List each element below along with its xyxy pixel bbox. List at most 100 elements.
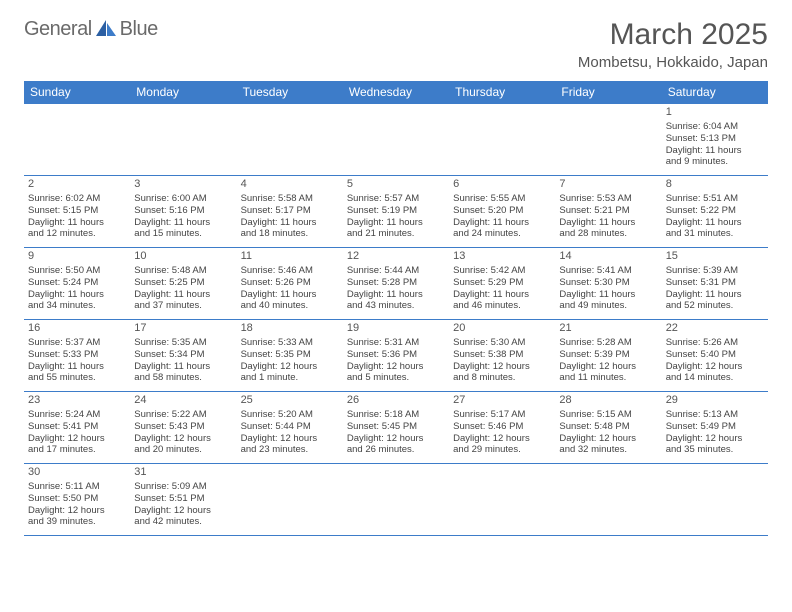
day-number: 8 [666,178,764,192]
sunset-line: Sunset: 5:31 PM [666,277,764,289]
day-cell: 21Sunrise: 5:28 AMSunset: 5:39 PMDayligh… [555,320,661,392]
sunrise-line: Sunrise: 6:04 AM [666,121,764,133]
sunrise-line: Sunrise: 5:46 AM [241,265,339,277]
daylight-line-2: and 35 minutes. [666,444,764,456]
sunrise-line: Sunrise: 5:31 AM [347,337,445,349]
calendar-table: SundayMondayTuesdayWednesdayThursdayFrid… [24,81,768,536]
calendar-body: 1Sunrise: 6:04 AMSunset: 5:13 PMDaylight… [24,104,768,536]
day-number: 1 [666,106,764,120]
day-cell: 22Sunrise: 5:26 AMSunset: 5:40 PMDayligh… [662,320,768,392]
sunrise-line: Sunrise: 5:51 AM [666,193,764,205]
daylight-line-2: and 40 minutes. [241,300,339,312]
day-cell: 29Sunrise: 5:13 AMSunset: 5:49 PMDayligh… [662,392,768,464]
daylight-line-2: and 20 minutes. [134,444,232,456]
sunset-line: Sunset: 5:39 PM [559,349,657,361]
day-number: 9 [28,250,126,264]
sunset-line: Sunset: 5:34 PM [134,349,232,361]
daylight-line-1: Daylight: 12 hours [453,433,551,445]
daylight-line-2: and 1 minute. [241,372,339,384]
day-number: 24 [134,394,232,408]
daylight-line-2: and 49 minutes. [559,300,657,312]
daylight-line-1: Daylight: 11 hours [28,361,126,373]
day-cell: 13Sunrise: 5:42 AMSunset: 5:29 PMDayligh… [449,248,555,320]
daylight-line-1: Daylight: 11 hours [453,289,551,301]
empty-cell [130,104,236,176]
day-number: 28 [559,394,657,408]
daylight-line-1: Daylight: 11 hours [453,217,551,229]
sunrise-line: Sunrise: 5:41 AM [559,265,657,277]
page-header: General Blue March 2025 Mombetsu, Hokkai… [24,18,768,71]
daylight-line-1: Daylight: 11 hours [559,217,657,229]
day-number: 22 [666,322,764,336]
empty-cell [343,464,449,536]
sunrise-line: Sunrise: 5:58 AM [241,193,339,205]
sunset-line: Sunset: 5:24 PM [28,277,126,289]
day-number: 27 [453,394,551,408]
daylight-line-2: and 23 minutes. [241,444,339,456]
sunrise-line: Sunrise: 5:24 AM [28,409,126,421]
day-cell: 16Sunrise: 5:37 AMSunset: 5:33 PMDayligh… [24,320,130,392]
sunset-line: Sunset: 5:48 PM [559,421,657,433]
day-number: 26 [347,394,445,408]
day-header: Friday [555,81,661,104]
daylight-line-2: and 21 minutes. [347,228,445,240]
daylight-line-1: Daylight: 12 hours [241,361,339,373]
sunrise-line: Sunrise: 5:09 AM [134,481,232,493]
daylight-line-1: Daylight: 11 hours [666,217,764,229]
day-cell: 12Sunrise: 5:44 AMSunset: 5:28 PMDayligh… [343,248,449,320]
sunrise-line: Sunrise: 5:39 AM [666,265,764,277]
sunrise-line: Sunrise: 5:22 AM [134,409,232,421]
day-cell: 6Sunrise: 5:55 AMSunset: 5:20 PMDaylight… [449,176,555,248]
sunset-line: Sunset: 5:50 PM [28,493,126,505]
sunset-line: Sunset: 5:20 PM [453,205,551,217]
sunset-line: Sunset: 5:28 PM [347,277,445,289]
daylight-line-1: Daylight: 11 hours [559,289,657,301]
sunrise-line: Sunrise: 5:18 AM [347,409,445,421]
sunrise-line: Sunrise: 5:48 AM [134,265,232,277]
day-cell: 17Sunrise: 5:35 AMSunset: 5:34 PMDayligh… [130,320,236,392]
day-number: 5 [347,178,445,192]
calendar-header-row: SundayMondayTuesdayWednesdayThursdayFrid… [24,81,768,104]
daylight-line-2: and 14 minutes. [666,372,764,384]
day-cell: 2Sunrise: 6:02 AMSunset: 5:15 PMDaylight… [24,176,130,248]
month-title: March 2025 [578,18,768,52]
sunrise-line: Sunrise: 5:42 AM [453,265,551,277]
day-number: 6 [453,178,551,192]
day-cell: 27Sunrise: 5:17 AMSunset: 5:46 PMDayligh… [449,392,555,464]
daylight-line-2: and 8 minutes. [453,372,551,384]
day-cell: 24Sunrise: 5:22 AMSunset: 5:43 PMDayligh… [130,392,236,464]
day-number: 25 [241,394,339,408]
sunrise-line: Sunrise: 5:57 AM [347,193,445,205]
daylight-line-2: and 34 minutes. [28,300,126,312]
logo-text-gray: General [24,18,92,41]
sunset-line: Sunset: 5:22 PM [666,205,764,217]
daylight-line-2: and 17 minutes. [28,444,126,456]
daylight-line-1: Daylight: 12 hours [666,433,764,445]
empty-cell [555,464,661,536]
day-number: 10 [134,250,232,264]
sunset-line: Sunset: 5:19 PM [347,205,445,217]
daylight-line-2: and 18 minutes. [241,228,339,240]
daylight-line-2: and 29 minutes. [453,444,551,456]
daylight-line-2: and 31 minutes. [666,228,764,240]
location-subtitle: Mombetsu, Hokkaido, Japan [578,54,768,71]
day-cell: 7Sunrise: 5:53 AMSunset: 5:21 PMDaylight… [555,176,661,248]
sunrise-line: Sunrise: 5:53 AM [559,193,657,205]
day-number: 29 [666,394,764,408]
day-header: Monday [130,81,236,104]
day-cell: 26Sunrise: 5:18 AMSunset: 5:45 PMDayligh… [343,392,449,464]
day-cell: 11Sunrise: 5:46 AMSunset: 5:26 PMDayligh… [237,248,343,320]
daylight-line-1: Daylight: 11 hours [666,145,764,157]
sunrise-line: Sunrise: 5:33 AM [241,337,339,349]
sunset-line: Sunset: 5:35 PM [241,349,339,361]
empty-cell [24,104,130,176]
sunset-line: Sunset: 5:16 PM [134,205,232,217]
logo-text-blue: Blue [120,18,158,41]
empty-cell [449,104,555,176]
day-cell: 8Sunrise: 5:51 AMSunset: 5:22 PMDaylight… [662,176,768,248]
day-number: 30 [28,466,126,480]
logo: General Blue [24,18,158,41]
empty-cell [237,464,343,536]
day-number: 20 [453,322,551,336]
daylight-line-1: Daylight: 11 hours [347,289,445,301]
